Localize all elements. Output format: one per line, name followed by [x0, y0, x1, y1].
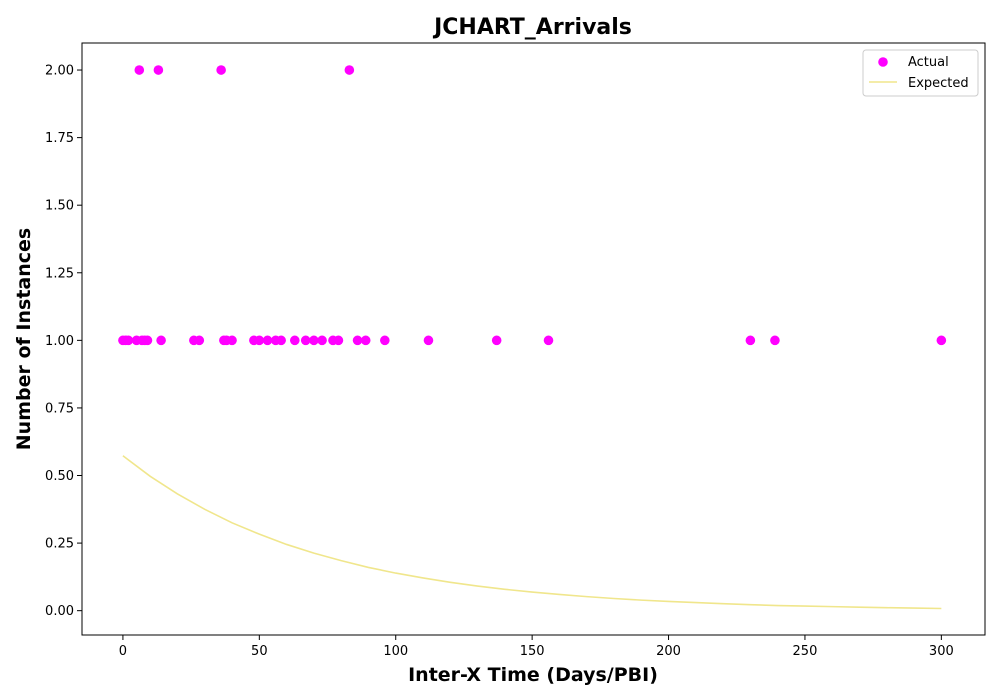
y-tick-label: 0.50 [45, 469, 74, 484]
actual-point [227, 335, 237, 346]
actual-point [936, 335, 947, 346]
y-tick-label: 1.00 [45, 334, 74, 349]
legend-expected-label: Expected [908, 76, 969, 91]
actual-point [142, 335, 153, 346]
legend-box [862, 49, 979, 97]
actual-point [360, 335, 371, 346]
y-tick-label: 0.75 [45, 401, 74, 416]
x-tick-label: 0 [119, 644, 127, 659]
y-tick-label: 1.25 [45, 266, 74, 281]
actual-point [352, 335, 363, 346]
y-tick-label: 2.00 [45, 64, 74, 79]
x-tick-label: 150 [520, 644, 545, 659]
actual-point [216, 65, 226, 75]
x-tick-label: 250 [793, 644, 818, 659]
actual-point [344, 65, 355, 75]
actual-point [254, 335, 265, 346]
actual-point [423, 335, 434, 346]
actual-point [123, 335, 134, 346]
actual-point [262, 335, 273, 346]
y-tick-label: 1.50 [45, 199, 74, 214]
legend-actual-marker [878, 57, 888, 67]
x-tick-label: 300 [929, 644, 954, 659]
actual-series [118, 65, 947, 346]
actual-point [491, 335, 502, 346]
legend: Actual Expected [862, 49, 979, 97]
expected-series [122, 455, 942, 610]
y-tick-label: 0.25 [45, 537, 74, 552]
actual-point [309, 335, 319, 346]
plot-area [82, 43, 985, 635]
y-tick-label: 0.00 [45, 604, 74, 619]
actual-point [745, 335, 756, 346]
actual-point [156, 335, 166, 346]
chart-title: JCHART_Arrivals [432, 15, 632, 40]
plot-background [82, 43, 985, 635]
actual-point [134, 65, 145, 75]
legend-actual-label: Actual [908, 55, 949, 70]
x-tick-label: 200 [656, 644, 681, 659]
x-tick-label: 50 [251, 644, 268, 659]
y-tick-label: 1.75 [45, 131, 74, 146]
actual-point [770, 335, 780, 346]
x-tick-label: 100 [383, 644, 408, 659]
actual-point [317, 335, 327, 346]
actual-point [300, 335, 311, 346]
actual-point [333, 335, 344, 346]
actual-point [194, 335, 205, 346]
axes: 0 50 100 150 200 250 300 0.00 0.25 0.50 0.75 1.00 1.… [45, 42, 986, 659]
actual-point [289, 335, 300, 346]
actual-point [380, 335, 390, 346]
expected-line [122, 455, 942, 610]
x-axis-label: Inter-X Time (Days/PBI) [408, 664, 658, 686]
actual-point [153, 65, 164, 75]
plot-frame [81, 42, 986, 636]
actual-point [543, 335, 554, 346]
actual-point [276, 335, 286, 346]
y-axis-label: Number of Instances [13, 228, 35, 450]
